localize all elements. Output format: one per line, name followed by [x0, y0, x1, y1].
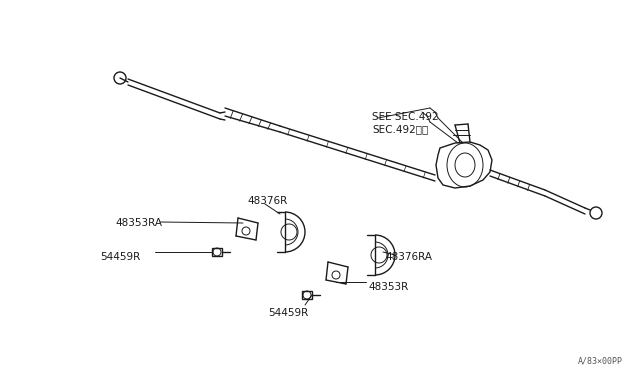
- Text: 54459R: 54459R: [100, 252, 140, 262]
- Polygon shape: [212, 248, 222, 256]
- Text: 48376R: 48376R: [247, 196, 287, 206]
- Text: 48353R: 48353R: [368, 282, 408, 292]
- Polygon shape: [302, 291, 312, 299]
- Polygon shape: [436, 142, 492, 188]
- Text: 48353RA: 48353RA: [115, 218, 162, 228]
- Text: SEE SEC.492: SEE SEC.492: [372, 112, 438, 122]
- Text: 54459R: 54459R: [268, 308, 308, 318]
- Text: A/83×00PP: A/83×00PP: [578, 356, 623, 365]
- Text: 48376RA: 48376RA: [385, 252, 432, 262]
- Text: SEC.492参図: SEC.492参図: [372, 124, 428, 134]
